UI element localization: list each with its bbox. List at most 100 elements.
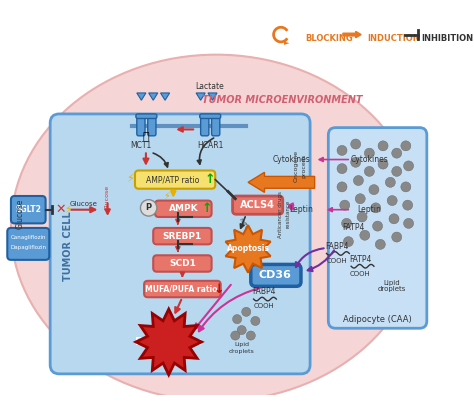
Polygon shape [149,93,158,100]
Circle shape [402,200,413,210]
Text: Leptin: Leptin [357,205,381,214]
Text: Cytokines: Cytokines [350,155,388,164]
Text: SCD1: SCD1 [169,259,196,268]
Text: Apoptosis: Apoptosis [227,244,270,254]
Text: TUMOR CELL: TUMOR CELL [64,211,73,281]
Circle shape [378,141,388,151]
FancyBboxPatch shape [201,116,209,136]
Circle shape [342,218,352,228]
Circle shape [365,148,374,158]
Text: SREBP1: SREBP1 [163,232,202,241]
Text: droplets: droplets [378,286,406,292]
Text: AMP/ATP ratio: AMP/ATP ratio [146,175,199,184]
Text: ✕: ✕ [55,203,65,216]
Polygon shape [196,93,205,100]
Circle shape [340,200,350,210]
Polygon shape [226,225,271,273]
FancyBboxPatch shape [7,228,49,260]
Circle shape [375,239,385,249]
Text: ⚡: ⚡ [127,175,134,185]
Text: 🔥: 🔥 [143,132,149,142]
Text: INDUCTION: INDUCTION [367,34,420,43]
Circle shape [354,176,364,185]
Circle shape [373,221,383,231]
Text: mTOR: mTOR [237,216,251,236]
Circle shape [401,141,411,151]
Text: droplets: droplets [229,349,255,354]
Text: Leptin: Leptin [289,205,313,214]
Circle shape [343,237,354,247]
Text: FATP4: FATP4 [349,255,372,264]
Circle shape [389,214,399,224]
Text: COOH: COOH [254,304,275,309]
Text: ↓: ↓ [214,282,224,296]
Text: P: P [146,203,152,212]
Text: process: process [301,154,306,178]
Text: MUFA/PUFA ratio: MUFA/PUFA ratio [145,285,218,294]
Text: Glucose: Glucose [70,201,98,207]
Circle shape [251,316,260,325]
FancyArrow shape [248,172,315,192]
Text: COOH: COOH [350,271,371,277]
FancyBboxPatch shape [137,116,145,136]
Circle shape [357,212,367,222]
Text: Glucose: Glucose [105,185,110,210]
Text: TUMOR MICROENVIRONMENT: TUMOR MICROENVIRONMENT [202,95,363,105]
Text: ACLS4: ACLS4 [240,200,274,210]
Text: ⚡: ⚡ [64,205,72,215]
Text: Dapagliflozin: Dapagliflozin [10,244,46,249]
Text: HCAR1: HCAR1 [198,141,224,150]
Text: FABP4: FABP4 [326,242,349,251]
FancyArrow shape [343,31,361,38]
Circle shape [351,157,361,167]
Text: FATP4: FATP4 [343,223,365,233]
Polygon shape [208,93,217,100]
Circle shape [140,199,157,216]
Text: Lipid: Lipid [234,342,249,347]
Polygon shape [137,93,146,100]
Circle shape [378,159,388,169]
Circle shape [233,315,242,324]
FancyBboxPatch shape [200,114,221,119]
Circle shape [337,164,347,174]
Circle shape [237,325,246,335]
Text: Anticancer drugs: Anticancer drugs [278,191,283,238]
FancyBboxPatch shape [251,264,301,286]
Circle shape [242,307,251,316]
FancyBboxPatch shape [11,196,46,223]
Circle shape [231,331,240,340]
Circle shape [403,218,414,228]
Text: Glucose: Glucose [16,199,25,230]
Text: Oncogene: Oncogene [294,150,299,182]
FancyBboxPatch shape [155,201,211,217]
FancyBboxPatch shape [148,116,156,136]
Circle shape [246,331,255,340]
Text: ⚡: ⚡ [164,191,170,201]
Circle shape [365,166,374,176]
FancyBboxPatch shape [144,281,221,297]
Circle shape [401,182,411,192]
Circle shape [392,166,402,176]
Circle shape [385,177,395,188]
Text: Lipid: Lipid [384,280,401,286]
Circle shape [351,139,361,149]
Circle shape [387,196,397,206]
Ellipse shape [11,55,421,401]
FancyBboxPatch shape [136,114,157,119]
Circle shape [403,161,414,171]
Circle shape [371,203,381,213]
Circle shape [369,185,379,195]
Circle shape [337,145,347,155]
Circle shape [360,230,370,240]
FancyBboxPatch shape [328,128,427,328]
Text: Lactate: Lactate [195,82,224,91]
Text: Cytokines: Cytokines [273,155,311,164]
Text: MCT1: MCT1 [131,141,152,150]
Text: SGLT2: SGLT2 [15,205,41,214]
Polygon shape [161,93,170,100]
Text: ►: ► [283,40,289,46]
FancyBboxPatch shape [211,116,220,136]
Text: FABP4: FABP4 [253,287,276,296]
FancyBboxPatch shape [50,114,310,374]
Polygon shape [136,309,201,375]
